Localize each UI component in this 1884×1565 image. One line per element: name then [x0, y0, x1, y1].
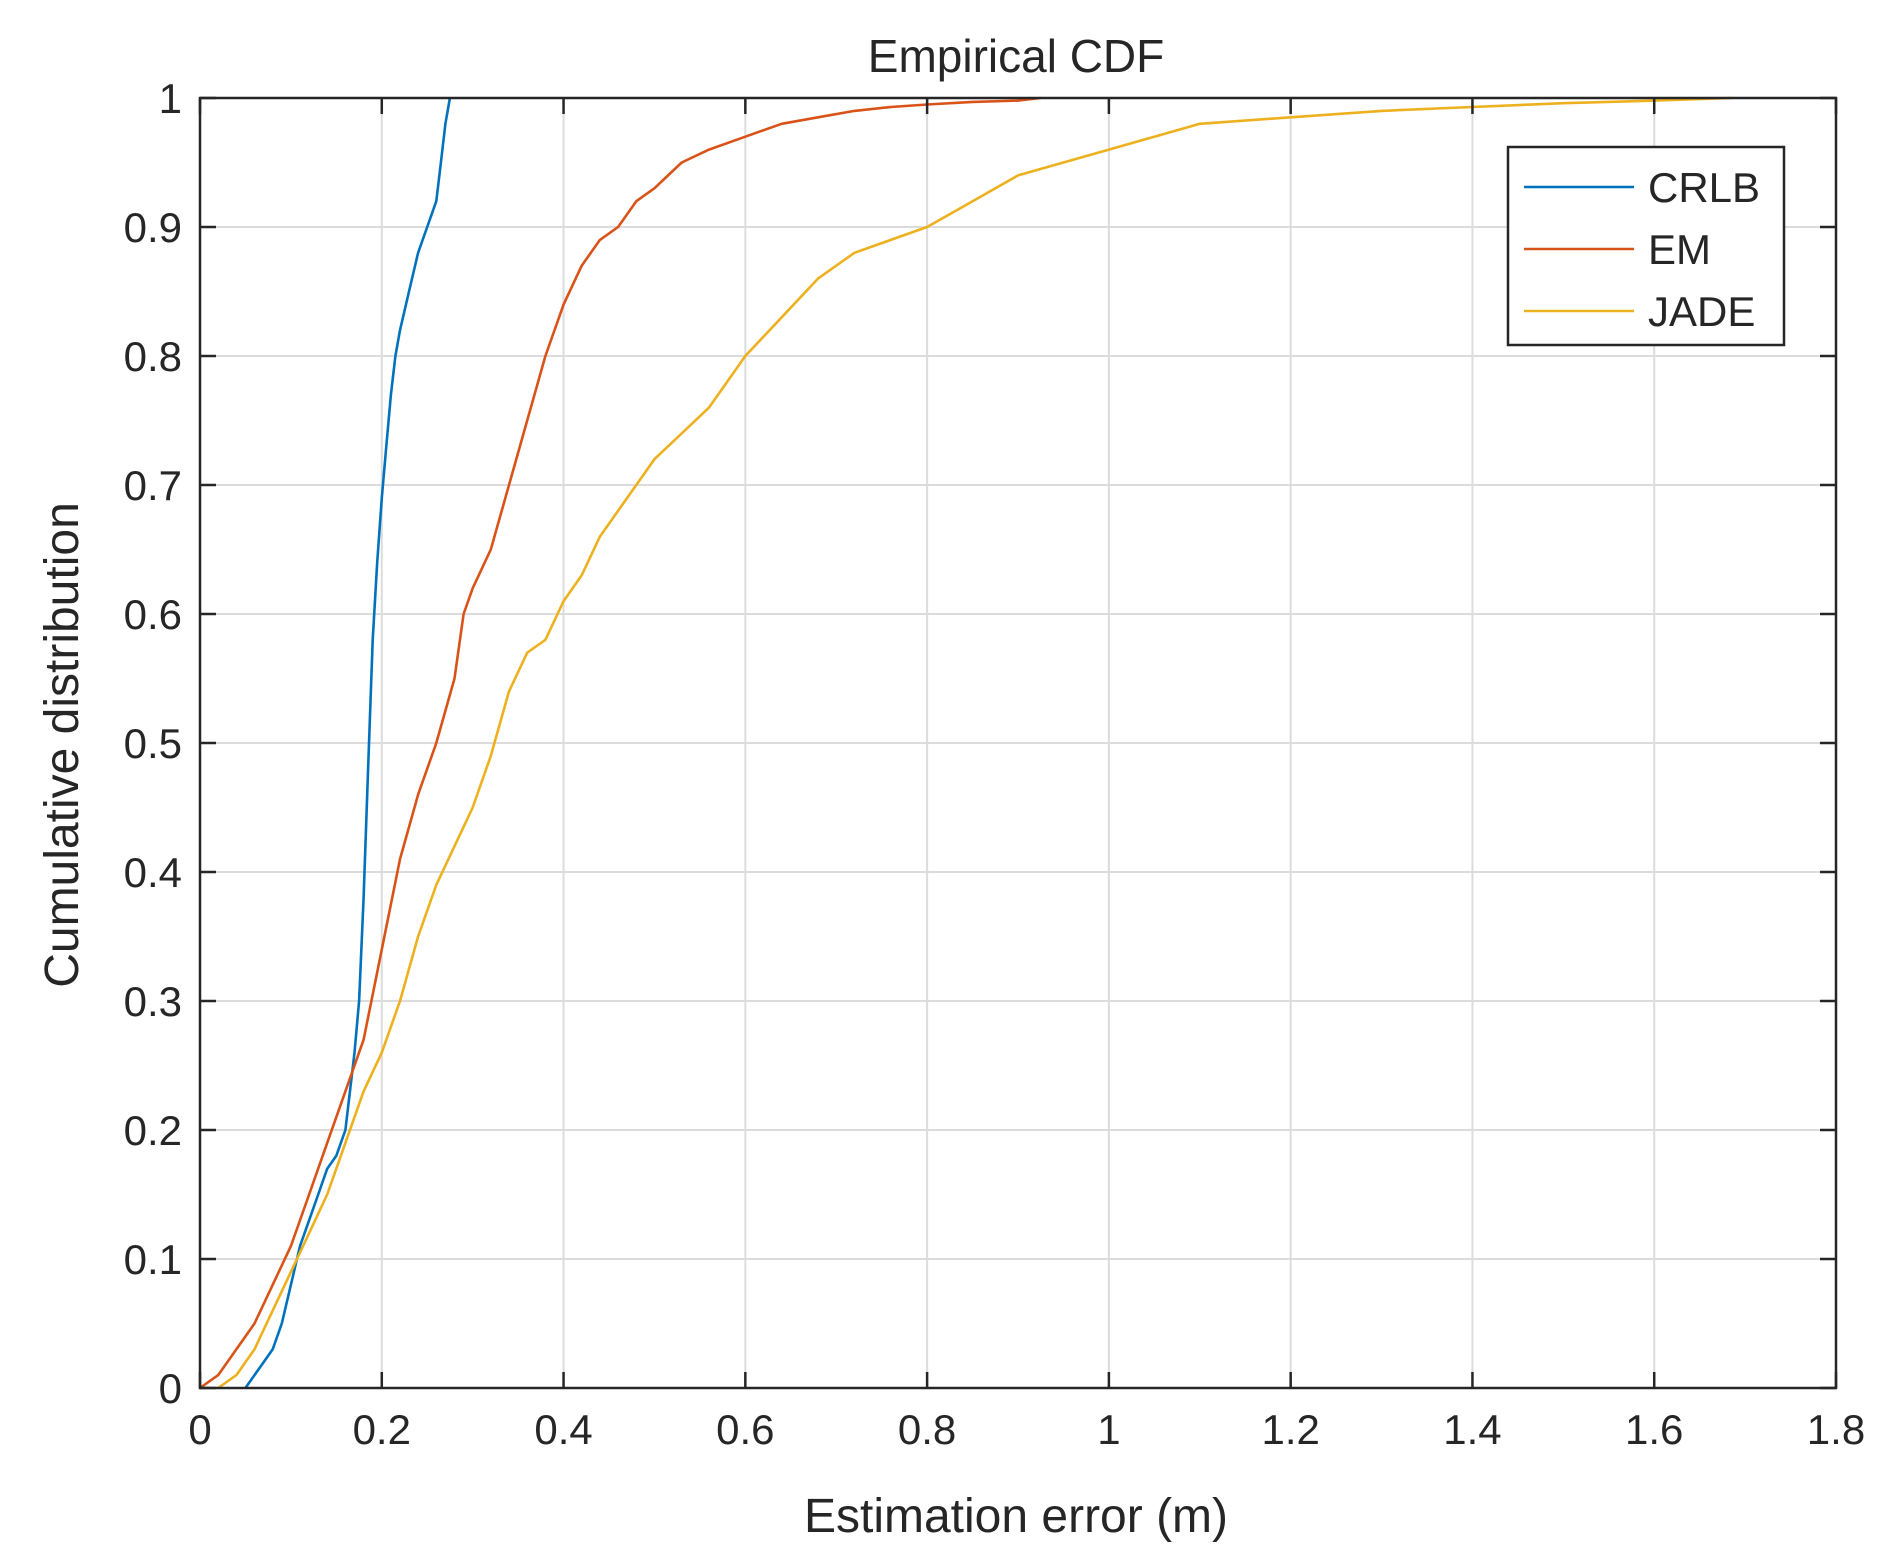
x-tick-label: 1.2 [1261, 1406, 1319, 1453]
series-line-jade [217, 96, 1732, 1390]
y-tick-label: 0.2 [124, 1107, 182, 1154]
y-tick-label: 0 [159, 1365, 182, 1412]
legend-entry-crlb: CRLB [1524, 164, 1760, 211]
x-tick-label: 1.4 [1443, 1406, 1501, 1453]
x-axis-label: Estimation error (m) [804, 1490, 1228, 1543]
tick-labels: 0 0.2 0.4 0.6 0.8 1 1.2 1.4 1.6 1.8 0 0.1 0.2 0.3 0.4 0… [124, 75, 1866, 1453]
x-tick-label: 1.6 [1625, 1406, 1683, 1453]
series-line-crlb [244, 97, 452, 1389]
x-tick-label: 0.6 [716, 1406, 774, 1453]
series-line-em [199, 96, 1041, 1390]
y-axis-label: Cumulative distribution [36, 502, 89, 988]
legend-label-jade: JADE [1648, 288, 1755, 335]
y-tick-label: 0.6 [124, 591, 182, 638]
legend: CRLB EM JADE [1506, 145, 1786, 347]
y-tick-label: 0.5 [124, 720, 182, 767]
legend-entry-em: EM [1524, 226, 1711, 273]
legend-label-crlb: CRLB [1648, 164, 1760, 211]
y-tick-label: 0.7 [124, 462, 182, 509]
chart-title: Empirical CDF [868, 30, 1164, 82]
x-tick-label: 1 [1097, 1406, 1120, 1453]
y-tick-label: 0.4 [124, 849, 182, 896]
y-tick-label: 0.3 [124, 978, 182, 1025]
x-tick-label: 0.4 [534, 1406, 592, 1453]
y-tick-label: 0.8 [124, 333, 182, 380]
series-lines [199, 96, 1732, 1390]
ticks [198, 96, 1838, 1390]
x-tick-label: 0 [188, 1406, 211, 1453]
legend-entry-jade: JADE [1524, 288, 1755, 335]
x-tick-label: 1.8 [1807, 1406, 1865, 1453]
x-tick-label: 0.2 [353, 1406, 411, 1453]
x-tick-label: 0.8 [898, 1406, 956, 1453]
y-tick-label: 1 [159, 75, 182, 122]
y-tick-label: 0.9 [124, 204, 182, 251]
y-tick-label: 0.1 [124, 1236, 182, 1283]
legend-label-em: EM [1648, 226, 1711, 273]
